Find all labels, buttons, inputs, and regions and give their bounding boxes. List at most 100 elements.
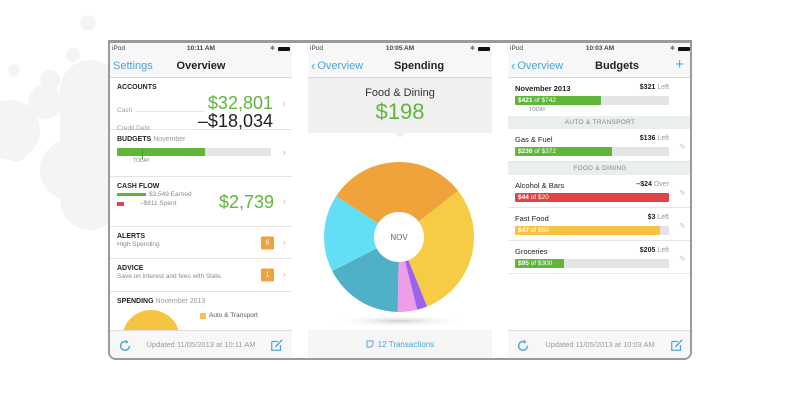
today-marker: TODAY bbox=[133, 158, 150, 164]
nav-bar: ‹ Overview Budgets + bbox=[508, 54, 690, 78]
pie-slice[interactable] bbox=[399, 190, 474, 307]
budgets-section[interactable]: BUDGETS November TODAY › bbox=[110, 130, 292, 177]
accounts-section[interactable]: ACCOUNTS Cash $32,801 Credit Debt –$18,0… bbox=[110, 78, 292, 132]
battery-icon bbox=[478, 46, 490, 51]
pie-slice[interactable] bbox=[332, 237, 399, 312]
cash-flow-section[interactable]: CASH FLOW $3,549 Earned –$811 Spent $2,7… bbox=[110, 177, 292, 227]
decor-bubble bbox=[8, 64, 20, 76]
back-button[interactable]: ‹ Overview bbox=[308, 59, 363, 72]
status-bar: iPod 10:11 AM ✱ bbox=[110, 43, 292, 54]
edit-pencil-icon[interactable]: ✎ bbox=[679, 188, 686, 198]
nav-bar: ‹ Overview Spending bbox=[308, 54, 492, 78]
earned-label: $3,549 Earned bbox=[149, 191, 192, 198]
spending-pie-chart[interactable]: NOV bbox=[308, 133, 492, 333]
budget-row[interactable]: Alcohol & Bars –$24 Over $44 of $20 ✎ bbox=[508, 175, 690, 208]
carrier-label: iPod bbox=[510, 45, 524, 52]
category-header: FOOD & DINING bbox=[508, 162, 690, 175]
budget-row[interactable]: Groceries $205 Left $95 of $300 ✎ bbox=[508, 241, 690, 274]
decor-bubble bbox=[5, 140, 27, 162]
bottom-toolbar: Updated 11/05/2013 at 10:03 AM bbox=[508, 330, 690, 358]
settings-button[interactable]: Settings bbox=[113, 59, 153, 72]
battery-icon bbox=[278, 46, 290, 51]
alerts-count-badge: 6 bbox=[261, 236, 274, 249]
section-title: ADVICE bbox=[117, 265, 144, 272]
budget-name: Fast Food bbox=[515, 214, 549, 223]
budget-progress-bar: $95 of $300 bbox=[515, 259, 669, 268]
spent-amount: $95 bbox=[518, 260, 529, 267]
pie-center-label: NOV bbox=[390, 233, 408, 242]
chevron-right-icon: › bbox=[282, 147, 286, 159]
device-frame: iPod 10:11 AM ✱ Settings Overview ACCOUN… bbox=[108, 40, 692, 360]
section-subtitle: November bbox=[153, 136, 186, 143]
refresh-icon[interactable] bbox=[118, 338, 132, 352]
section-title: ALERTS bbox=[117, 233, 145, 240]
edit-pencil-icon[interactable]: ✎ bbox=[679, 254, 686, 264]
remaining-label: Left bbox=[657, 84, 669, 91]
budgets-screen: iPod 10:03 AM ✱ ‹ Overview Budgets + Nove… bbox=[508, 43, 690, 358]
budget-progress-bar: $44 of $20 bbox=[515, 193, 669, 202]
today-marker: TODAY bbox=[529, 107, 546, 113]
nav-bar: Settings Overview bbox=[110, 54, 292, 78]
category-header: AUTO & TRANSPORT bbox=[508, 116, 690, 129]
battery-icon bbox=[678, 46, 690, 51]
spent-amount: $44 bbox=[518, 194, 529, 201]
pie-slice[interactable] bbox=[324, 196, 399, 272]
spent-amount: $47 bbox=[518, 227, 529, 234]
add-budget-button[interactable]: + bbox=[675, 56, 684, 73]
budget-total: of $742 bbox=[534, 97, 556, 104]
last-updated-label: Updated 11/05/2013 at 10:11 AM bbox=[146, 340, 256, 349]
last-updated-label: Updated 11/05/2013 at 10:03 AM bbox=[545, 340, 655, 349]
legend-swatch bbox=[200, 312, 206, 319]
spent-amount: $421 bbox=[518, 97, 533, 104]
chevron-left-icon: ‹ bbox=[311, 58, 316, 73]
clock: 10:11 AM bbox=[187, 45, 215, 52]
budget-total: of $50 bbox=[530, 227, 549, 234]
bluetooth-icon: ✱ bbox=[269, 46, 275, 52]
credit-debt-value: –$18,034 bbox=[197, 111, 273, 131]
remaining-amount: $3 bbox=[647, 214, 656, 221]
status-bar: iPod 10:03 AM ✱ bbox=[508, 43, 690, 54]
budget-summary[interactable]: November 2013 $321 Left $421 of $742 TOD… bbox=[508, 78, 690, 116]
transactions-button[interactable]: 12 Transactions bbox=[308, 330, 492, 358]
budget-period: November 2013 bbox=[515, 84, 571, 93]
spending-screen: iPod 10:05 AM ✱ ‹ Overview Spending Food … bbox=[308, 43, 492, 358]
clock: 10:03 AM bbox=[585, 45, 615, 52]
category-header: Food & Dining $198 bbox=[308, 78, 492, 138]
spent-bar bbox=[117, 201, 124, 206]
decor-bubble bbox=[66, 48, 80, 62]
budget-total: of $20 bbox=[530, 194, 549, 201]
refresh-icon[interactable] bbox=[516, 338, 530, 352]
remaining-label: Left bbox=[657, 214, 669, 221]
budget-name: Gas & Fuel bbox=[515, 135, 553, 144]
budget-name: Groceries bbox=[515, 247, 548, 256]
section-subtitle: November 2013 bbox=[155, 298, 206, 305]
back-button[interactable]: ‹ Overview bbox=[508, 59, 563, 72]
chevron-right-icon: › bbox=[282, 269, 286, 281]
spent-label: –$811 Spent bbox=[140, 200, 177, 207]
edit-pencil-icon[interactable]: ✎ bbox=[679, 142, 686, 152]
status-bar: iPod 10:05 AM ✱ bbox=[308, 43, 492, 54]
chevron-right-icon: › bbox=[282, 196, 286, 207]
chevron-right-icon: › bbox=[282, 98, 286, 109]
section-title: BUDGETS bbox=[117, 136, 152, 143]
remaining-label: Over bbox=[653, 181, 669, 188]
remaining-amount: $321 bbox=[639, 84, 656, 91]
compose-icon[interactable] bbox=[270, 338, 284, 352]
budget-row[interactable]: Gas & Fuel $136 Left $236 of $372 ✎ bbox=[508, 129, 690, 162]
decor-bubble bbox=[80, 15, 96, 31]
spent-amount: $236 bbox=[518, 148, 533, 155]
transactions-label: 12 Transactions bbox=[377, 339, 435, 349]
category-amount: $198 bbox=[375, 99, 425, 124]
remaining-amount: $136 bbox=[639, 135, 656, 142]
section-title: SPENDING bbox=[117, 298, 154, 305]
alerts-section[interactable]: ALERTS High Spending 6 › bbox=[110, 227, 292, 259]
budget-progress-bar bbox=[117, 148, 271, 159]
compose-icon[interactable] bbox=[670, 338, 684, 352]
overview-screen: iPod 10:11 AM ✱ Settings Overview ACCOUN… bbox=[110, 43, 292, 358]
edit-pencil-icon[interactable]: ✎ bbox=[679, 221, 686, 231]
decor-bubble bbox=[28, 85, 62, 119]
advice-section[interactable]: ADVICE Save on interest and fees with Sl… bbox=[110, 259, 292, 292]
budget-total: of $300 bbox=[530, 260, 553, 267]
budget-row[interactable]: Fast Food $3 Left $47 of $50 ✎ bbox=[508, 208, 690, 241]
pie-slice[interactable] bbox=[336, 162, 459, 237]
